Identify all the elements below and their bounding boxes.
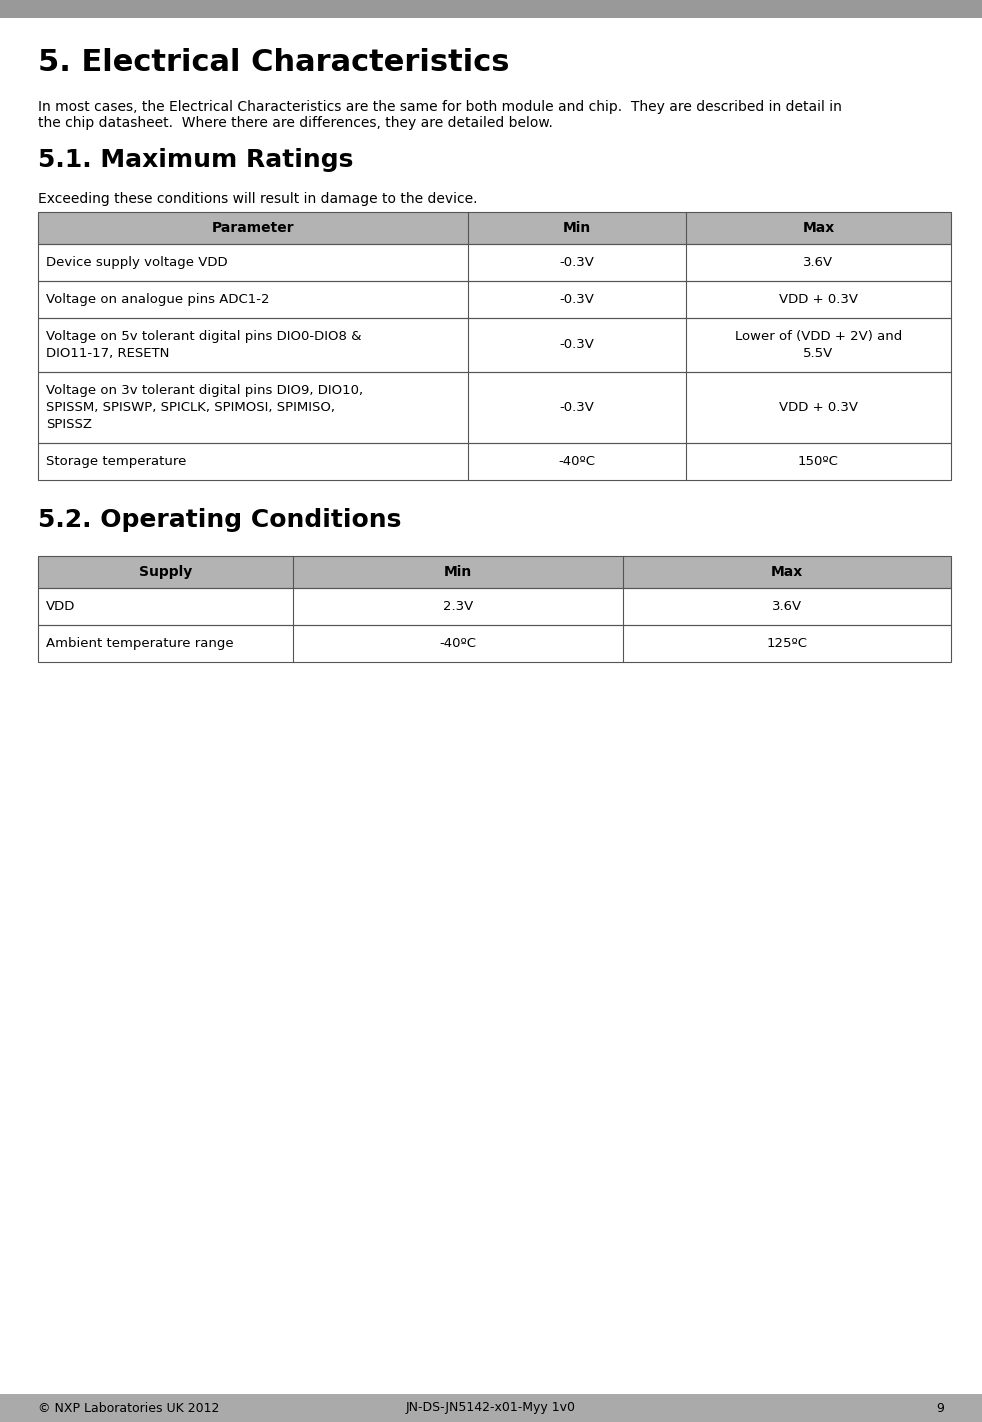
Text: 3.6V: 3.6V: [772, 600, 802, 613]
Text: 150ºC: 150ºC: [798, 455, 839, 468]
Bar: [38, 245, 951, 282]
Bar: [38, 319, 951, 373]
Text: 125ºC: 125ºC: [767, 637, 807, 650]
Text: -0.3V: -0.3V: [560, 256, 594, 269]
Text: 5.5V: 5.5V: [803, 347, 834, 360]
Text: -40ºC: -40ºC: [440, 637, 476, 650]
Bar: [38, 626, 951, 663]
Bar: [38, 212, 951, 245]
Bar: [38, 589, 951, 626]
Bar: [38, 444, 951, 481]
Bar: [38, 319, 951, 373]
Text: VDD + 0.3V: VDD + 0.3V: [779, 293, 858, 306]
Bar: [38, 373, 951, 444]
Bar: [38, 556, 951, 589]
Text: Exceeding these conditions will result in damage to the device.: Exceeding these conditions will result i…: [38, 192, 477, 206]
Text: -0.3V: -0.3V: [560, 338, 594, 351]
Text: 9: 9: [936, 1402, 944, 1415]
Text: Max: Max: [771, 565, 803, 579]
Bar: [38, 282, 951, 319]
Bar: [38, 626, 951, 663]
Bar: [38, 589, 951, 626]
Bar: [0, 0, 982, 18]
Text: 5. Electrical Characteristics: 5. Electrical Characteristics: [38, 48, 510, 77]
Bar: [38, 556, 951, 589]
Text: VDD + 0.3V: VDD + 0.3V: [779, 401, 858, 414]
Text: Device supply voltage VDD: Device supply voltage VDD: [46, 256, 228, 269]
Text: © NXP Laboratories UK 2012: © NXP Laboratories UK 2012: [38, 1402, 219, 1415]
Text: -0.3V: -0.3V: [560, 293, 594, 306]
Text: -40ºC: -40ºC: [559, 455, 595, 468]
Text: Ambient temperature range: Ambient temperature range: [46, 637, 234, 650]
Text: Voltage on 3v tolerant digital pins DIO9, DIO10,: Voltage on 3v tolerant digital pins DIO9…: [46, 384, 363, 397]
Text: JN-DS-JN5142-x01-Myy 1v0: JN-DS-JN5142-x01-Myy 1v0: [406, 1402, 576, 1415]
Text: Max: Max: [802, 220, 835, 235]
Text: -0.3V: -0.3V: [560, 401, 594, 414]
Text: VDD: VDD: [46, 600, 76, 613]
Text: Supply: Supply: [138, 565, 192, 579]
Text: Min: Min: [563, 220, 591, 235]
Text: Voltage on 5v tolerant digital pins DIO0-DIO8 &: Voltage on 5v tolerant digital pins DIO0…: [46, 330, 361, 343]
Bar: [38, 282, 951, 319]
Text: the chip datasheet.  Where there are differences, they are detailed below.: the chip datasheet. Where there are diff…: [38, 117, 553, 129]
Text: Storage temperature: Storage temperature: [46, 455, 187, 468]
Text: Parameter: Parameter: [212, 220, 295, 235]
Text: 5.1. Maximum Ratings: 5.1. Maximum Ratings: [38, 148, 354, 172]
Bar: [38, 373, 951, 444]
Bar: [38, 212, 951, 245]
Bar: [38, 444, 951, 481]
Bar: [0, 1394, 982, 1422]
Text: Lower of (VDD + 2V) and: Lower of (VDD + 2V) and: [735, 330, 902, 343]
Text: SPISSZ: SPISSZ: [46, 418, 92, 431]
Text: 3.6V: 3.6V: [803, 256, 834, 269]
Text: 5.2. Operating Conditions: 5.2. Operating Conditions: [38, 508, 402, 532]
Text: 2.3V: 2.3V: [443, 600, 473, 613]
Text: Min: Min: [444, 565, 472, 579]
Text: In most cases, the Electrical Characteristics are the same for both module and c: In most cases, the Electrical Characteri…: [38, 100, 842, 114]
Text: DIO11-17, RESETN: DIO11-17, RESETN: [46, 347, 169, 360]
Text: Voltage on analogue pins ADC1-2: Voltage on analogue pins ADC1-2: [46, 293, 269, 306]
Bar: [38, 245, 951, 282]
Text: SPISSM, SPISWP, SPICLK, SPIMOSI, SPIMISO,: SPISSM, SPISWP, SPICLK, SPIMOSI, SPIMISO…: [46, 401, 335, 414]
